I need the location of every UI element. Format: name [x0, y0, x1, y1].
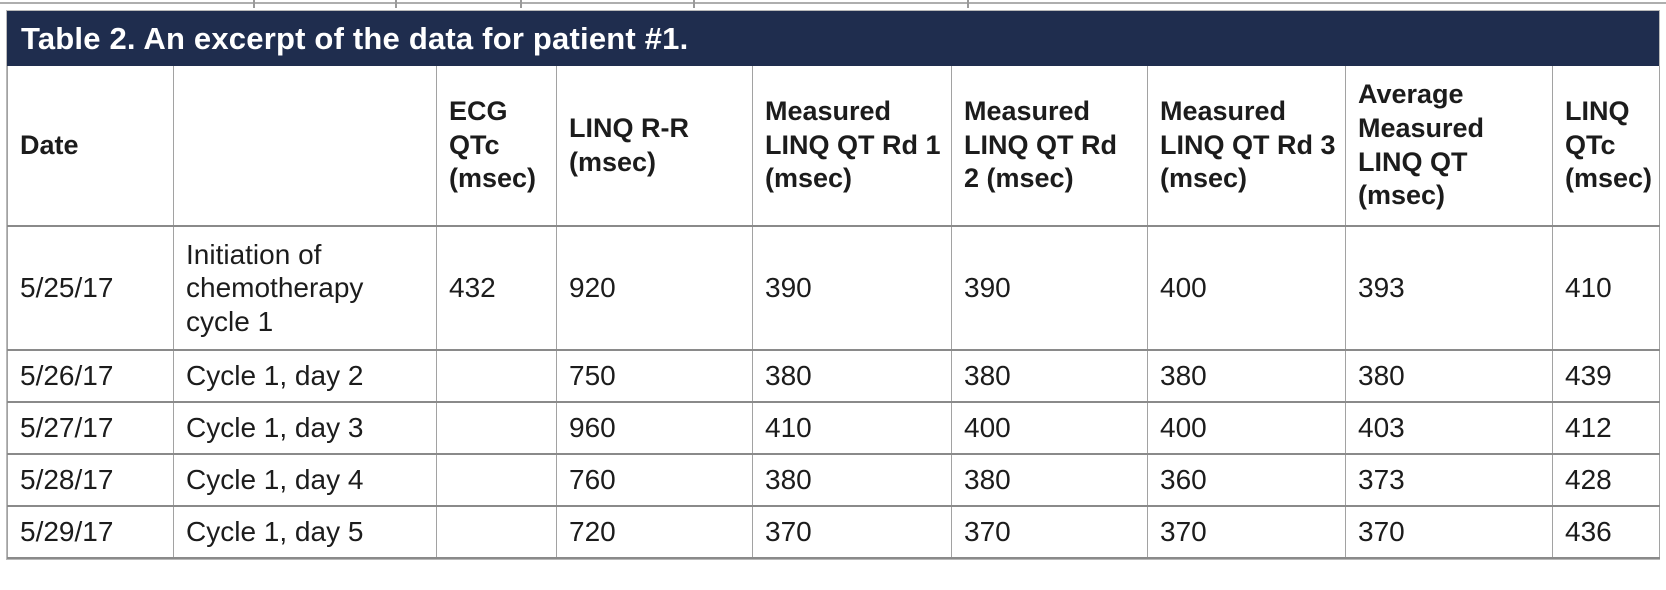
table-title-bar: Table 2. An excerpt of the data for pati…	[7, 11, 1659, 66]
cell-r1-c8: 439	[1552, 349, 1660, 403]
cell-r3-c6: 360	[1147, 453, 1346, 507]
table-container: Table 2. An excerpt of the data for pati…	[6, 10, 1660, 560]
cell-r1-c5: 380	[951, 349, 1148, 403]
cell-r4-c5: 370	[951, 505, 1148, 559]
cell-r1-c2	[436, 349, 557, 403]
cell-r4-c4: 370	[752, 505, 952, 559]
cell-r3-c5: 380	[951, 453, 1148, 507]
cell-r0-c0: 5/25/17	[7, 225, 174, 351]
cell-r1-c1: Cycle 1, day 2	[173, 349, 437, 403]
cell-r2-c1: Cycle 1, day 3	[173, 401, 437, 455]
cell-r3-c8: 428	[1552, 453, 1660, 507]
column-header-2: ECG QTc (msec)	[436, 66, 557, 227]
column-header-0: Date	[7, 66, 174, 227]
cell-r4-c3: 720	[556, 505, 753, 559]
cell-r2-c3: 960	[556, 401, 753, 455]
cell-r0-c4: 390	[752, 225, 952, 351]
cell-r0-c5: 390	[951, 225, 1148, 351]
table-row-1: 5/26/17 Cycle 1, day 2 750 380 380 380 380 439	[7, 349, 1660, 403]
column-header-8: LINQ QTc (msec)	[1552, 66, 1660, 227]
cell-r0-c6: 400	[1147, 225, 1346, 351]
column-header-6: Measured LINQ QT Rd 3 (msec)	[1147, 66, 1346, 227]
cell-r4-c1: Cycle 1, day 5	[173, 505, 437, 559]
cell-r1-c3: 750	[556, 349, 753, 403]
column-header-3: LINQ R-R (msec)	[556, 66, 753, 227]
cell-r2-c2	[436, 401, 557, 455]
top-edge-rule	[0, 2, 1666, 4]
cropped-column-stub	[520, 0, 522, 8]
header-row: Date ECG QTc (msec) LINQ R-R (msec) Measure…	[7, 66, 1660, 227]
cell-r3-c1: Cycle 1, day 4	[173, 453, 437, 507]
cell-r3-c4: 380	[752, 453, 952, 507]
cell-r0-c1: Initiation of chemotherapy cycle 1	[173, 225, 437, 351]
cell-r1-c6: 380	[1147, 349, 1346, 403]
column-header-4: Measured LINQ QT Rd 1 (msec)	[752, 66, 952, 227]
cell-r2-c0: 5/27/17	[7, 401, 174, 455]
cell-r2-c4: 410	[752, 401, 952, 455]
table-row-3: 5/28/17 Cycle 1, day 4 760 380 380 360 373 428	[7, 453, 1660, 507]
column-header-7: Average Measured LINQ QT (msec)	[1345, 66, 1553, 227]
cell-r2-c7: 403	[1345, 401, 1553, 455]
cropped-column-stub	[395, 0, 397, 8]
cell-r3-c7: 373	[1345, 453, 1553, 507]
cell-r3-c2	[436, 453, 557, 507]
cell-r4-c7: 370	[1345, 505, 1553, 559]
cell-r4-c6: 370	[1147, 505, 1346, 559]
cell-r4-c0: 5/29/17	[7, 505, 174, 559]
cell-r0-c2: 432	[436, 225, 557, 351]
cell-r0-c8: 410	[1552, 225, 1660, 351]
cell-r2-c6: 400	[1147, 401, 1346, 455]
cell-r0-c3: 920	[556, 225, 753, 351]
cropped-column-stub	[253, 0, 255, 8]
cropped-column-stub	[967, 0, 969, 8]
cell-r2-c8: 412	[1552, 401, 1660, 455]
table-row-4: 5/29/17 Cycle 1, day 5 720 370 370 370 370 436	[7, 505, 1660, 559]
cell-r0-c7: 393	[1345, 225, 1553, 351]
cell-r1-c4: 380	[752, 349, 952, 403]
cell-r1-c0: 5/26/17	[7, 349, 174, 403]
cell-r4-c2	[436, 505, 557, 559]
cell-r4-c8: 436	[1552, 505, 1660, 559]
cell-r1-c7: 380	[1345, 349, 1553, 403]
patient-data-table: Date ECG QTc (msec) LINQ R-R (msec) Measure…	[7, 66, 1660, 559]
column-header-5: Measured LINQ QT Rd 2 (msec)	[951, 66, 1148, 227]
cell-r3-c0: 5/28/17	[7, 453, 174, 507]
table-title: Table 2. An excerpt of the data for pati…	[21, 20, 689, 56]
table-row-2: 5/27/17 Cycle 1, day 3 960 410 400 400 403 412	[7, 401, 1660, 455]
cell-r2-c5: 400	[951, 401, 1148, 455]
column-header-1	[173, 66, 437, 227]
cropped-column-stub	[693, 0, 695, 8]
cell-r3-c3: 760	[556, 453, 753, 507]
table-row-0: 5/25/17 Initiation of chemotherapy cycle …	[7, 225, 1660, 351]
